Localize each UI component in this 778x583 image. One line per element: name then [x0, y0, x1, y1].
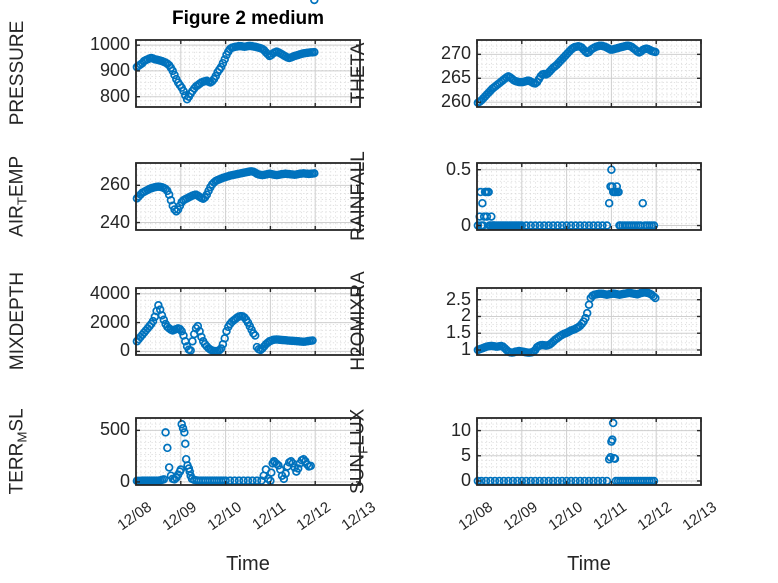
- y-tick-label: 10: [450, 419, 471, 440]
- data-series: [473, 165, 659, 230]
- data-series: [132, 0, 319, 356]
- y-tick-label: 5: [460, 444, 471, 465]
- y-tick-label: 800: [99, 85, 130, 106]
- y-tick-label: 1000: [89, 34, 130, 55]
- y-tick-label: 500: [99, 419, 130, 440]
- data-series: [132, 167, 319, 216]
- y-axis-label: TERRMSL: [6, 407, 30, 494]
- data-series: [473, 418, 659, 486]
- x-axis-label: Time: [567, 553, 611, 575]
- data-series: [132, 41, 319, 104]
- y-tick-label: 4000: [89, 282, 130, 303]
- y-tick-label: 260: [99, 174, 130, 195]
- y-axis-label: SUNFLUX: [347, 408, 371, 494]
- data-series: [473, 288, 660, 357]
- data-series: [473, 41, 660, 107]
- y-axis-label: MIXDEPTH: [7, 271, 28, 370]
- y-tick-label: 2.5: [445, 288, 471, 309]
- y-tick-label: 0: [119, 340, 130, 361]
- y-tick-label: 2: [460, 305, 471, 326]
- x-axis-label: Time: [226, 553, 270, 575]
- y-tick-label: 0.5: [445, 158, 471, 179]
- y-tick-label: 0: [460, 469, 471, 490]
- data-series: [132, 419, 315, 486]
- y-axis-label: H2OMIXRA: [348, 270, 369, 371]
- y-tick-label: 0: [119, 470, 130, 491]
- figure-title: Figure 2 medium: [171, 8, 325, 29]
- y-tick-label: 260: [440, 91, 471, 112]
- y-tick-label: 1.5: [445, 322, 471, 343]
- y-tick-label: 270: [440, 43, 471, 64]
- y-tick-label: 900: [99, 59, 130, 80]
- y-tick-label: 240: [99, 211, 130, 232]
- y-tick-label: 265: [440, 67, 471, 88]
- y-tick-label: 2000: [89, 311, 130, 332]
- y-tick-label: 1: [460, 338, 471, 359]
- y-tick-label: 0: [460, 214, 471, 235]
